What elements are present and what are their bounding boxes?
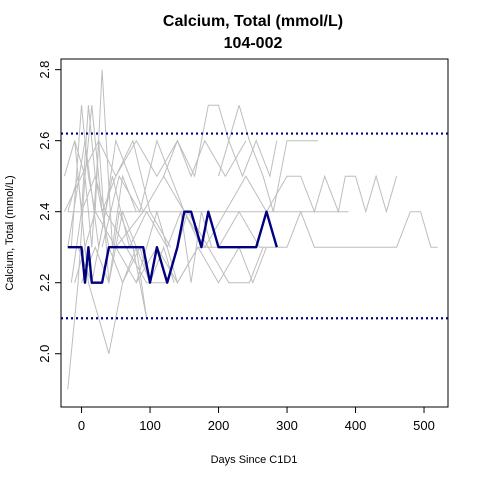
x-tick-label: 400 (345, 418, 367, 433)
x-axis: 0 100 200 300 400 500 (78, 406, 435, 433)
y-axis-label: Calcium, Total (mmol/L) (4, 175, 16, 290)
chart-subtitle: 104-002 (224, 35, 283, 52)
x-tick-label: 100 (139, 418, 161, 433)
background-series-line-17 (81, 209, 175, 285)
background-series-line-15 (218, 139, 278, 179)
x-tick-label: 500 (413, 418, 435, 433)
x-tick-label: 300 (276, 418, 298, 433)
y-tick-label: 2.0 (37, 345, 52, 363)
background-series-line-6 (63, 104, 240, 212)
y-tick-label: 2.2 (37, 274, 52, 292)
y-tick-label: 2.4 (37, 203, 52, 221)
reference-lines (61, 132, 448, 320)
chart-title: Calcium, Total (mmol/L) (163, 13, 343, 30)
background-series-line-16 (67, 140, 213, 283)
series-layer (63, 69, 438, 390)
plot-frame (60, 58, 449, 408)
background-series-line-9 (74, 174, 398, 283)
y-tick-label: 2.6 (37, 132, 52, 150)
x-tick-label: 0 (78, 418, 85, 433)
y-tick-label: 2.8 (37, 61, 52, 79)
highlight-series-line (67, 210, 278, 284)
x-tick-label: 200 (208, 418, 230, 433)
background-series-line-7 (238, 105, 318, 212)
x-axis-label: Days Since C1D1 (211, 454, 298, 466)
y-axis: 2.0 2.2 2.4 2.6 2.8 (37, 61, 62, 363)
background-series-line-11 (135, 209, 267, 285)
background-series-line-12 (163, 139, 247, 178)
